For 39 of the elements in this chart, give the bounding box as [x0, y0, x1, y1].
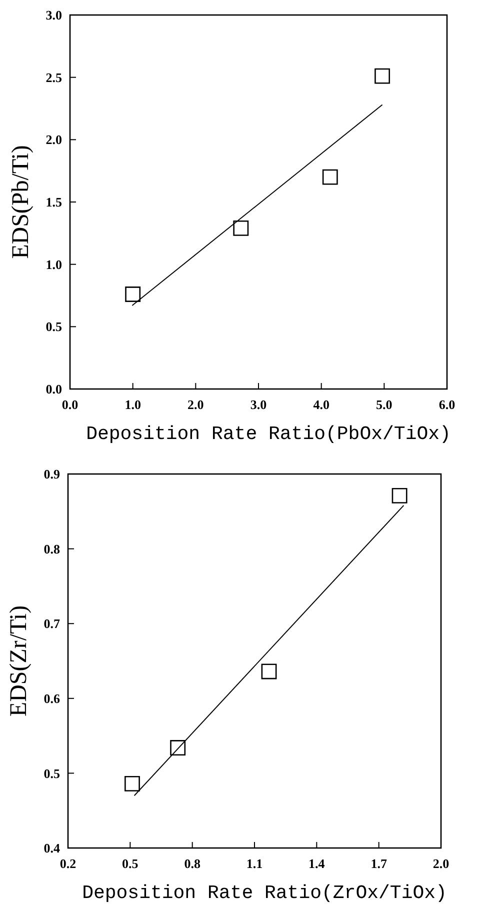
point	[125, 286, 141, 302]
point	[392, 488, 408, 504]
y-tick-label: 3.0	[46, 8, 62, 23]
y-tick-label: 0.0	[46, 382, 62, 397]
y-tick-label: 0.5	[46, 319, 62, 334]
y-tick-label: 0.6	[44, 690, 60, 706]
point	[374, 68, 390, 84]
x-tick-label: 2.0	[432, 856, 450, 871]
x-tick-label: 3.0	[250, 397, 267, 412]
x-tick-label: 2.0	[188, 397, 204, 412]
x-tick-label: 6.0	[438, 397, 456, 412]
y-tick-label: 2.0	[46, 132, 62, 148]
point	[322, 169, 338, 185]
x-tick-label: 5.0	[376, 397, 392, 412]
point	[233, 220, 249, 236]
x-tick-label: 1.4	[308, 856, 326, 871]
y-tick-label: 0.7	[44, 616, 60, 632]
y-tick-label: 0.9	[44, 466, 60, 482]
y-axis-title: EDS(Pb/Ti)	[8, 145, 34, 259]
x-axis-title: Deposition Rate Ratio(ZrOx/TiOx)	[82, 882, 447, 904]
x-tick-label: 1.0	[124, 397, 141, 412]
y-tick-label: 0.8	[44, 541, 60, 556]
x-tick-label: 1.7	[370, 856, 388, 871]
x-tick-label: 1.1	[246, 856, 263, 871]
y-tick-label: 0.5	[44, 766, 60, 781]
point	[170, 740, 186, 756]
x-axis-title: Deposition Rate Ratio(PbOx/TiOx)	[86, 423, 451, 445]
x-tick-label: 0.2	[60, 856, 76, 871]
x-tick-label: 4.0	[313, 397, 330, 412]
y-tick-label: 2.5	[46, 70, 62, 85]
y-tick-label: 1.5	[46, 194, 62, 210]
point	[261, 664, 277, 680]
y-tick-label: 1.0	[46, 256, 62, 272]
y-axis-title: EDS(Zr/Ti)	[6, 605, 32, 717]
x-tick-label: 0.0	[62, 397, 78, 412]
point	[124, 776, 140, 792]
y-tick-label: 0.4	[44, 840, 60, 856]
x-tick-label: 0.8	[184, 856, 201, 871]
x-tick-label: 0.5	[122, 856, 139, 871]
